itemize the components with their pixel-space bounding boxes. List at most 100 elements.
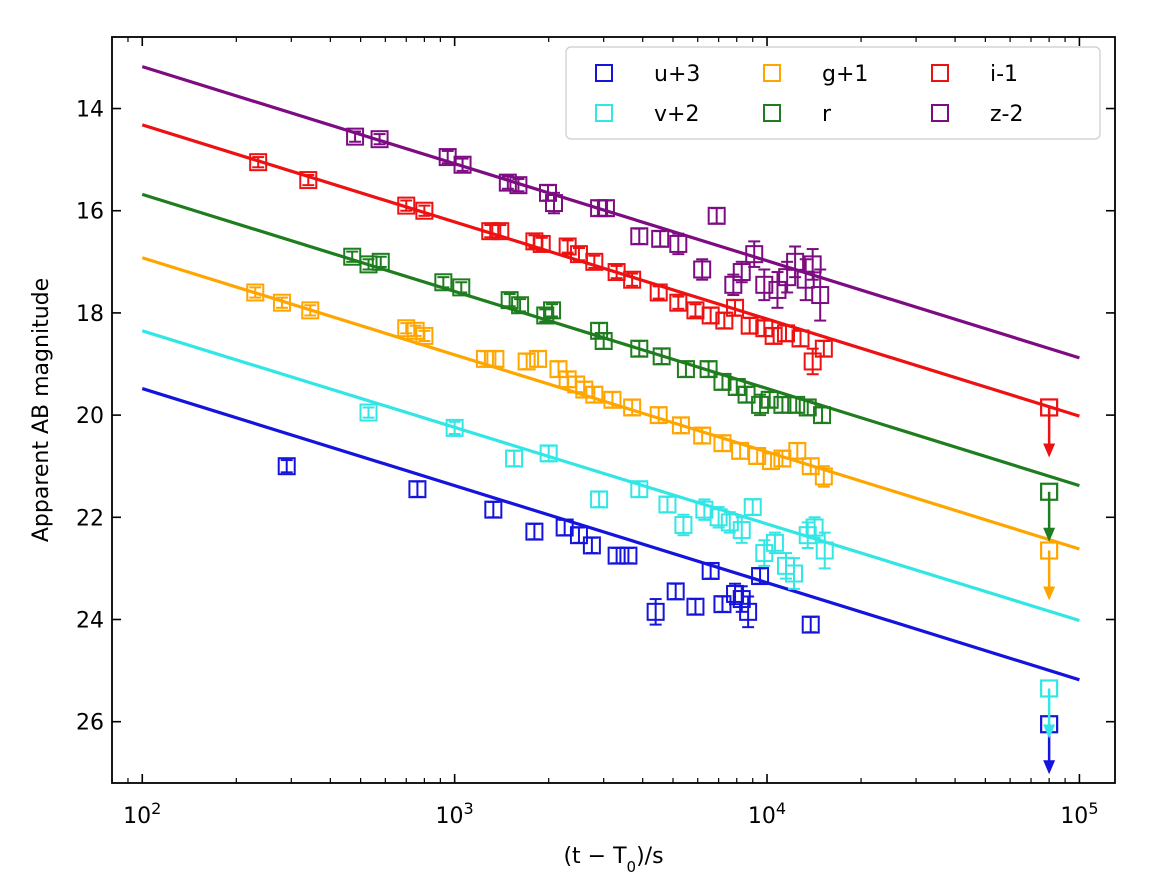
marker [509, 176, 528, 195]
data-point-5-13 [693, 258, 712, 281]
marker [743, 498, 762, 517]
data-point-4-3 [415, 201, 434, 220]
marker [739, 602, 758, 621]
y-tick-label: 14 [76, 98, 104, 123]
data-point-4-25 [814, 339, 833, 358]
data-point-3-2 [371, 252, 390, 271]
marker [701, 306, 720, 325]
marker [764, 326, 783, 345]
marker [815, 541, 834, 560]
marker [525, 522, 544, 541]
marker [676, 360, 695, 379]
marker [596, 199, 615, 218]
data-point-3-13 [676, 360, 695, 379]
data-point-4-13 [649, 283, 668, 302]
marker [658, 495, 677, 514]
data-point-2-7 [486, 349, 505, 368]
data-point-1-11 [732, 516, 751, 544]
marker [505, 449, 524, 468]
marker [517, 352, 536, 371]
fit-line-1 [141, 329, 1080, 623]
x-tick-label: 103 [436, 799, 474, 830]
data-point-3-14 [699, 360, 718, 379]
data-point-0-14 [726, 582, 745, 606]
data-point-1-19 [815, 531, 834, 570]
y-tick-label: 22 [76, 506, 104, 531]
marker [498, 173, 517, 192]
data-point-0-12 [701, 561, 720, 580]
marker [301, 301, 320, 320]
marker [762, 452, 781, 471]
data-point-3-23 [813, 406, 832, 425]
marker [590, 321, 609, 340]
marker [788, 441, 807, 460]
marker [776, 324, 795, 343]
data-point-5-9 [596, 199, 615, 218]
marker [651, 229, 670, 248]
marker [803, 255, 822, 274]
data-point-3-8 [543, 301, 562, 320]
data-point-2-3 [397, 319, 416, 338]
marker [713, 372, 732, 391]
marker [630, 339, 649, 358]
marker [359, 403, 378, 422]
marker [811, 286, 830, 305]
marker [246, 283, 265, 302]
data-point-0-15 [732, 585, 751, 613]
marker [590, 490, 609, 509]
marker [791, 329, 810, 348]
fit-line-2 [141, 256, 1080, 551]
marker [346, 127, 365, 146]
marker [748, 446, 767, 465]
marker [652, 347, 671, 366]
data-point-1-6 [658, 495, 677, 514]
marker [585, 385, 604, 404]
upper-limit-3-0 [1040, 482, 1059, 542]
marker [646, 602, 665, 621]
marker [805, 518, 824, 537]
x-axis-label-main: (t − T [563, 844, 627, 869]
x-tick-label: 104 [748, 799, 786, 830]
data-point-1-3 [539, 444, 558, 463]
legend-marker [931, 104, 949, 122]
marker [732, 263, 751, 282]
marker [272, 293, 291, 312]
marker [709, 508, 728, 527]
legend-box [565, 46, 1101, 140]
marker [686, 597, 705, 616]
data-point-1-5 [630, 480, 649, 499]
marker [765, 533, 784, 552]
data-point-2-27 [814, 465, 833, 488]
marker [491, 222, 510, 241]
data-point-5-18 [755, 268, 774, 302]
marker [619, 546, 638, 565]
limit-marker [1040, 541, 1059, 560]
marker [768, 280, 787, 299]
data-point-5-5 [509, 176, 528, 195]
data-point-3-12 [652, 347, 671, 366]
marker [760, 390, 779, 409]
data-point-2-14 [585, 385, 604, 404]
data-point-3-20 [773, 395, 792, 414]
data-point-1-0 [359, 403, 378, 422]
data-point-4-14 [669, 293, 688, 312]
limit-marker [1040, 482, 1059, 501]
marker [532, 234, 551, 253]
data-point-2-10 [549, 360, 568, 379]
marker [370, 130, 389, 149]
data-point-0-6 [582, 536, 601, 555]
data-point-4-18 [726, 298, 745, 317]
data-point-4-22 [776, 324, 795, 343]
data-point-2-23 [762, 452, 781, 471]
x-tick-exp: 5 [1088, 799, 1098, 818]
limit-arrow-head [1043, 443, 1056, 458]
data-point-2-26 [801, 457, 820, 476]
data-point-2-17 [649, 406, 668, 425]
data-point-2-25 [788, 441, 807, 460]
data-point-5-23 [803, 248, 822, 281]
data-point-3-15 [713, 372, 732, 391]
y-tick-label: 16 [76, 200, 104, 225]
data-point-4-4 [481, 222, 500, 241]
